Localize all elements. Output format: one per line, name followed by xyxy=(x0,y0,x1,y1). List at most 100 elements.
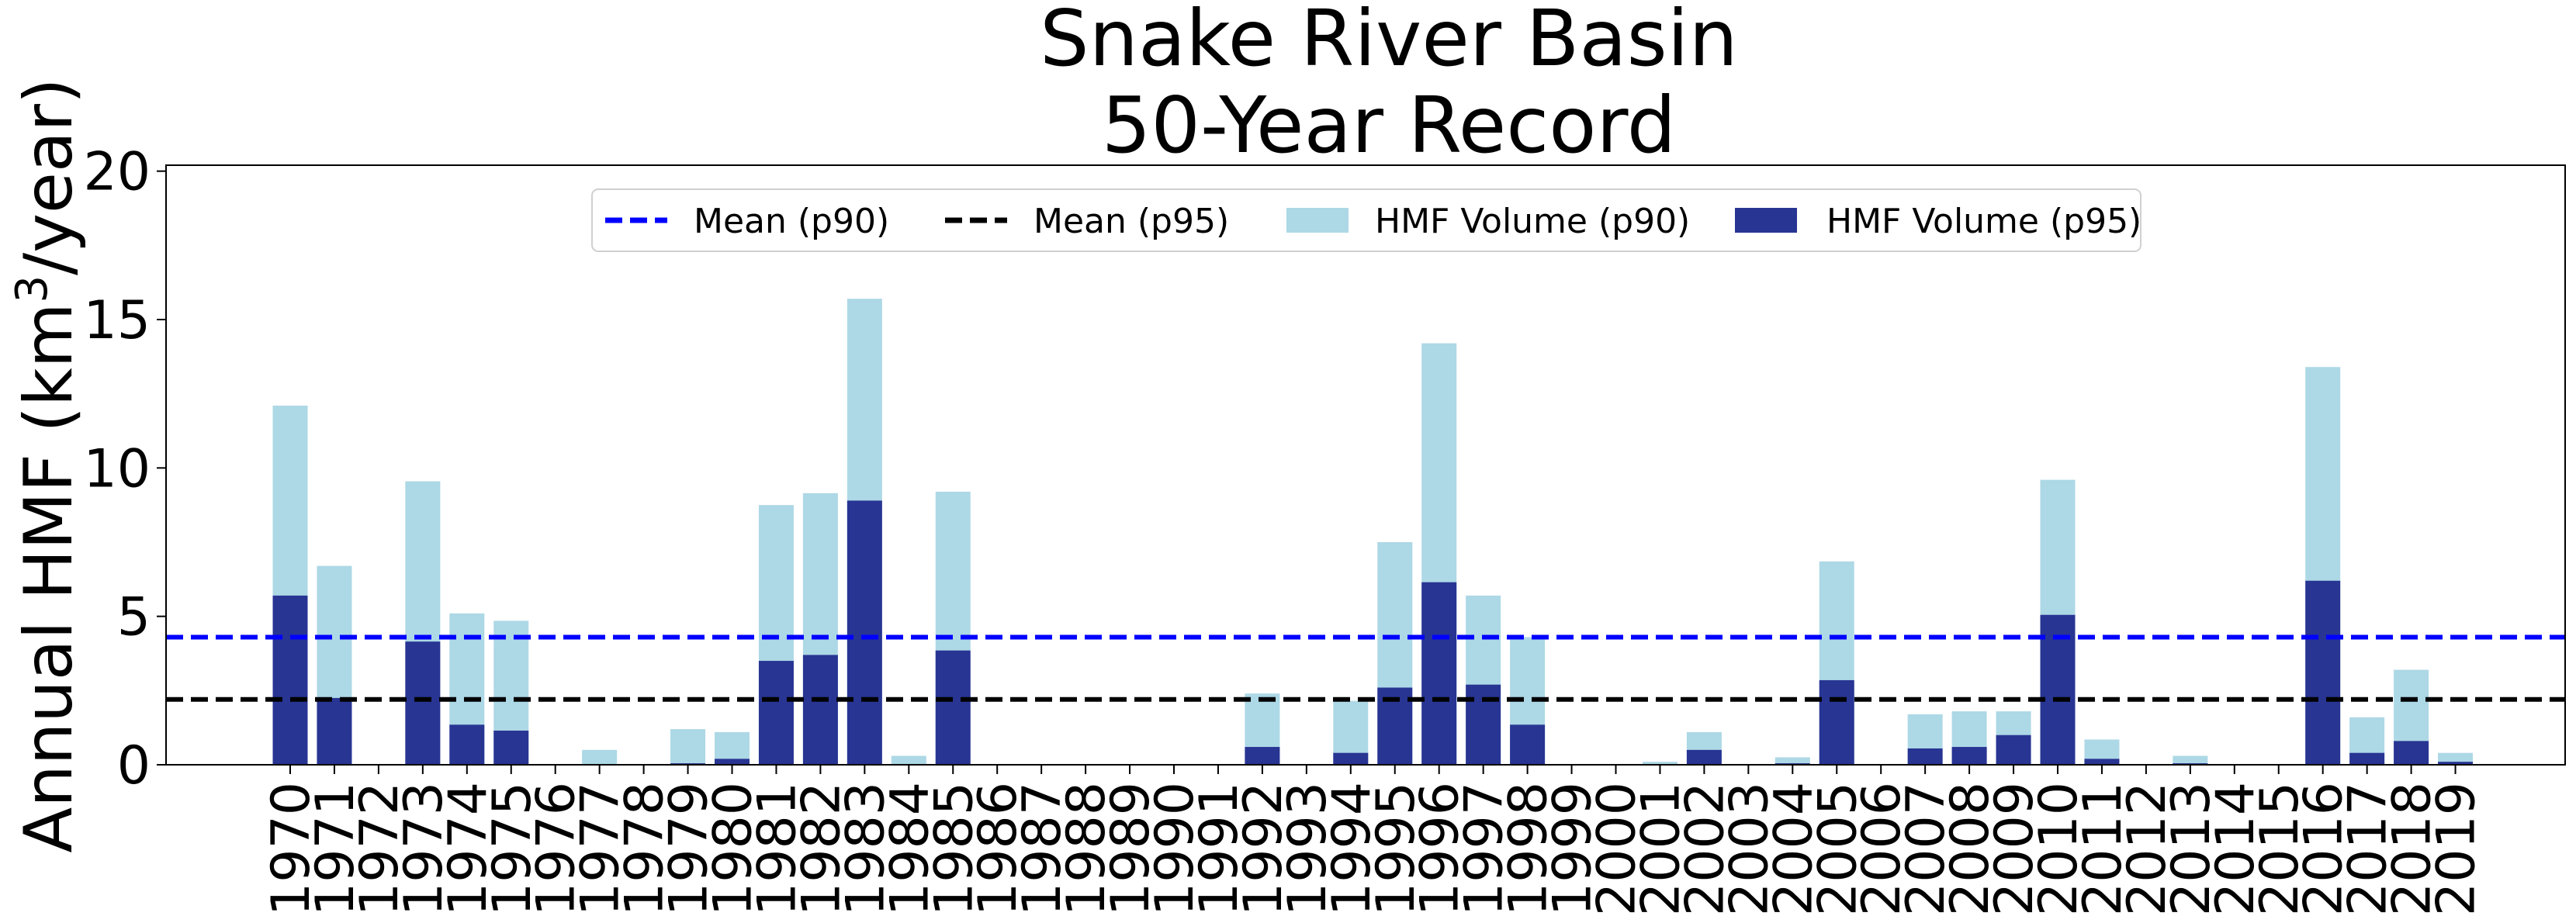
x-tick-label-1991: 1991 xyxy=(1189,782,1250,916)
x-tick-label-1998: 1998 xyxy=(1498,782,1560,916)
x-tick-label-1984: 1984 xyxy=(879,782,940,916)
x-tick-label-2004: 2004 xyxy=(1763,782,1824,916)
x-tick-label-1988: 1988 xyxy=(1056,782,1117,916)
x-ticks: 1970197119721973197419751976197719781979… xyxy=(261,765,2488,916)
bar-p90-1977 xyxy=(582,749,618,765)
y-tick-label: 5 xyxy=(117,587,151,648)
x-tick-label-1983: 1983 xyxy=(835,782,896,916)
bar-p95-2011 xyxy=(2084,759,2120,765)
x-tick-label-2016: 2016 xyxy=(2294,782,2355,916)
x-tick-label-1990: 1990 xyxy=(1144,782,1206,916)
bar-p95-2018 xyxy=(2394,741,2429,765)
chart-title-line-1: Snake River Basin xyxy=(1040,0,1738,84)
x-tick-label-2006: 2006 xyxy=(1851,782,1913,916)
bar-p95-2007 xyxy=(1907,748,1943,765)
x-tick-label-1993: 1993 xyxy=(1277,782,1338,916)
x-tick-label-2005: 2005 xyxy=(1807,782,1868,916)
x-tick-label-1985: 1985 xyxy=(923,782,985,916)
x-tick-label-1987: 1987 xyxy=(1012,782,1073,916)
y-tick-label: 0 xyxy=(117,735,151,797)
bar-p95-2009 xyxy=(1996,735,2031,765)
x-tick-label-1986: 1986 xyxy=(968,782,1029,916)
x-tick-label-1979: 1979 xyxy=(659,782,720,916)
x-tick-label-2008: 2008 xyxy=(1940,782,2001,916)
x-tick-label-1978: 1978 xyxy=(615,782,676,916)
bar-p95-2005 xyxy=(1819,679,1854,765)
x-tick-label-2001: 2001 xyxy=(1630,782,1691,916)
legend-label-mean-p95: Mean (p95) xyxy=(1034,202,1229,241)
bar-p95-2016 xyxy=(2305,580,2341,765)
bar-p95-1970 xyxy=(272,595,308,765)
bar-p90-1979 xyxy=(670,729,706,765)
x-tick-label-2011: 2011 xyxy=(2072,782,2134,916)
x-tick-label-2002: 2002 xyxy=(1674,782,1736,916)
legend: Mean (p90) Mean (p95) HMF Volume (p90) H… xyxy=(591,188,2141,252)
x-tick-label-2003: 2003 xyxy=(1719,782,1780,916)
x-tick-label-1974: 1974 xyxy=(438,782,499,916)
y-axis-label: Annual HMF (km3/year) xyxy=(7,78,88,852)
x-tick-label-1977: 1977 xyxy=(570,782,632,916)
legend-label-p95: HMF Volume (p95) xyxy=(1826,202,2141,241)
bar-p95-1997 xyxy=(1466,684,1501,765)
legend-box xyxy=(591,188,2141,252)
x-tick-label-2018: 2018 xyxy=(2382,782,2443,916)
x-tick-label-1989: 1989 xyxy=(1100,782,1162,916)
legend-swatch-p95 xyxy=(1735,208,1797,233)
bar-p95-1983 xyxy=(847,500,882,765)
x-tick-label-2017: 2017 xyxy=(2338,782,2399,916)
x-tick-label-2013: 2013 xyxy=(2161,782,2222,916)
x-tick-label-2014: 2014 xyxy=(2205,782,2266,916)
bar-p95-2019 xyxy=(2438,762,2474,765)
bar-p95-1998 xyxy=(1510,724,1546,765)
bars-p95 xyxy=(272,500,2474,765)
y-ticks: 0 5 10 15 20 xyxy=(83,142,166,797)
bar-p90-2001 xyxy=(1642,762,1678,765)
bar-p95-1971 xyxy=(317,697,352,765)
x-tick-label-1972: 1972 xyxy=(349,782,410,916)
bar-p95-1973 xyxy=(405,641,441,765)
bar-p95-1981 xyxy=(758,661,794,765)
legend-swatch-p90 xyxy=(1286,208,1349,233)
x-tick-label-2019: 2019 xyxy=(2426,782,2488,916)
x-tick-label-2012: 2012 xyxy=(2117,782,2178,916)
x-tick-label-1996: 1996 xyxy=(1410,782,1471,916)
bar-p95-2017 xyxy=(2349,752,2385,765)
y-tick-label: 15 xyxy=(83,290,151,351)
bar-p95-2010 xyxy=(2040,614,2076,765)
x-tick-label-1971: 1971 xyxy=(305,782,366,916)
x-tick-label-2000: 2000 xyxy=(1587,782,1648,916)
bar-p90-2013 xyxy=(2173,755,2208,765)
bar-p95-1985 xyxy=(935,650,971,765)
x-tick-label-2007: 2007 xyxy=(1896,782,1957,916)
x-tick-label-1982: 1982 xyxy=(791,782,852,916)
x-tick-label-1975: 1975 xyxy=(482,782,543,916)
mean-lines xyxy=(166,634,2565,702)
x-tick-label-1970: 1970 xyxy=(261,782,322,916)
x-tick-label-1994: 1994 xyxy=(1321,782,1383,916)
chart-title-line-2: 50-Year Record xyxy=(1102,80,1676,171)
legend-label-p90: HMF Volume (p90) xyxy=(1375,202,1690,241)
bar-p95-2002 xyxy=(1686,749,1722,765)
x-tick-label-1981: 1981 xyxy=(747,782,808,916)
x-tick-label-1973: 1973 xyxy=(393,782,455,916)
bar-p90-1984 xyxy=(891,755,926,765)
x-tick-label-1997: 1997 xyxy=(1454,782,1515,916)
bar-p95-2008 xyxy=(1951,747,1987,765)
bar-p95-1974 xyxy=(449,724,485,765)
x-tick-label-2009: 2009 xyxy=(1984,782,2045,916)
y-tick-label: 10 xyxy=(83,438,151,499)
bars-p90 xyxy=(272,299,2474,766)
x-tick-label-1992: 1992 xyxy=(1233,782,1294,916)
bar-p95-1996 xyxy=(1421,582,1457,765)
y-tick-label: 20 xyxy=(83,142,151,203)
x-tick-label-2010: 2010 xyxy=(2028,782,2090,916)
x-tick-label-1976: 1976 xyxy=(526,782,587,916)
bar-p95-1992 xyxy=(1245,747,1280,765)
x-tick-label-1995: 1995 xyxy=(1366,782,1427,916)
bar-p95-1982 xyxy=(802,655,838,765)
x-tick-label-2015: 2015 xyxy=(2249,782,2311,916)
bar-p95-1975 xyxy=(493,730,529,765)
bar-p95-1994 xyxy=(1333,752,1369,765)
x-tick-label-1999: 1999 xyxy=(1542,782,1604,916)
